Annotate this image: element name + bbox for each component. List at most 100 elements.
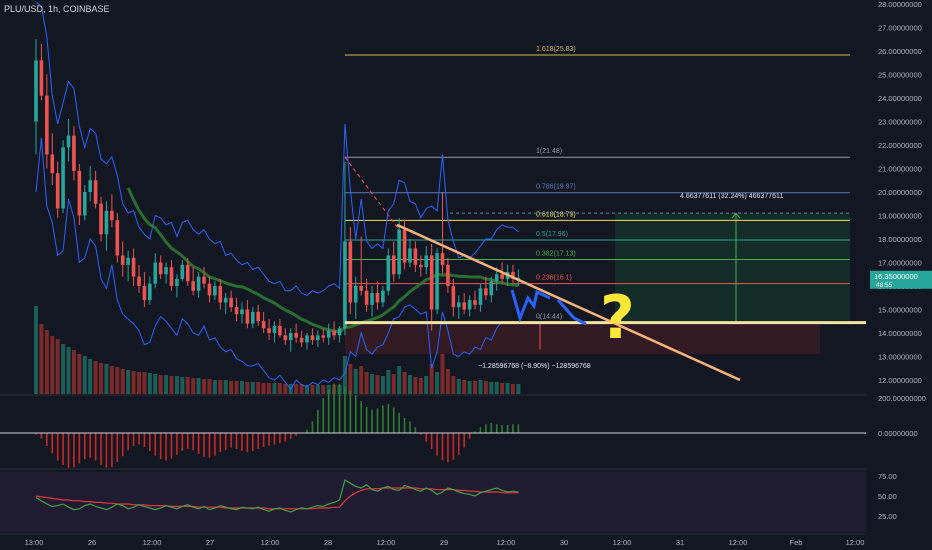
volume-bar — [342, 356, 347, 394]
candle-body — [446, 264, 450, 286]
last-price-tag — [870, 270, 932, 289]
volume-bar — [202, 379, 207, 394]
volume-bar — [473, 381, 478, 394]
volume-bar — [386, 370, 391, 394]
candle-body — [484, 288, 488, 296]
candle-body — [419, 264, 423, 268]
price-axis[interactable]: 28.00000000 27.00000000 26.00000000 25.0000… — [870, 0, 932, 521]
volume-bar — [185, 377, 190, 394]
volume-bar — [99, 363, 104, 394]
volume-bar — [445, 369, 450, 394]
candle-body — [332, 330, 336, 336]
volume-bar — [77, 354, 82, 394]
short-risk-label: −1.28596768 (−8.90%) −128596768 — [478, 363, 591, 370]
volume-bar — [429, 364, 434, 394]
fib-label-0.382: 0.382(17.13) — [536, 250, 576, 257]
volume-bar — [164, 375, 169, 394]
candle-body — [104, 210, 109, 235]
fib-label-0.786: 0.786(19.97) — [536, 184, 576, 191]
candle-body — [185, 264, 190, 282]
price-tick: 26.00000000 — [878, 47, 922, 56]
candle-body — [180, 264, 185, 279]
volume-bar — [88, 359, 93, 394]
candle-body — [245, 309, 250, 324]
volume-bar — [174, 376, 179, 394]
price-tick: 13.00000000 — [878, 353, 922, 362]
time-tick: 12:00 — [377, 538, 396, 547]
candle-body — [55, 173, 60, 209]
price-tick: 15.00000000 — [878, 306, 922, 315]
volume-bar — [115, 367, 120, 394]
symbol-title[interactable]: PLU/USD, 1h, COINBASE — [4, 4, 110, 14]
volume-bar — [109, 366, 114, 394]
candle-body — [353, 286, 358, 303]
time-tick: 12:00 — [261, 538, 280, 547]
candle-body — [321, 335, 326, 338]
rsi-tick: 25.00 — [878, 512, 897, 521]
oscillator-tick: 0.00000000 — [878, 429, 918, 438]
volume-bar — [510, 384, 515, 394]
candle-body — [229, 297, 233, 308]
grid — [0, 394, 866, 535]
candle-body — [364, 290, 369, 305]
volume-bar — [435, 372, 440, 394]
volume-bar — [126, 370, 131, 394]
candle-body — [153, 262, 158, 284]
price-tick: 23.00000000 — [878, 118, 922, 127]
candle-body — [131, 257, 136, 277]
candle-body — [267, 328, 271, 333]
candle-body — [386, 255, 391, 291]
oscillator-tick: 200.00000000 — [878, 394, 926, 403]
candle-body — [440, 253, 445, 265]
rsi-tick: 75.00 — [878, 472, 897, 481]
candle-body — [115, 220, 120, 256]
volume-bar — [418, 378, 423, 394]
volume-bar — [261, 383, 266, 394]
candle-body — [137, 276, 141, 286]
price-tick: 25.00000000 — [878, 71, 922, 80]
candle-body — [337, 328, 342, 336]
volume-bar — [239, 381, 244, 394]
volume-bar — [55, 339, 60, 394]
fib-label-0.5: 0.5(17.96) — [536, 231, 568, 238]
volume-bar — [66, 347, 71, 394]
volume-bar — [364, 372, 369, 394]
long-zone — [615, 213, 850, 323]
volume-bar — [370, 374, 375, 394]
candles[interactable] — [34, 39, 521, 352]
volume-bar — [424, 376, 429, 394]
price-tick: 22.00000000 — [878, 141, 922, 150]
candle-body — [316, 335, 320, 341]
candle-body — [511, 271, 515, 279]
volume-bar — [104, 364, 109, 394]
price-tick: 18.00000000 — [878, 235, 922, 244]
volume-bar — [212, 380, 217, 394]
volume-bar — [250, 382, 255, 394]
fib-label-1.618: 1.618(25.83) — [536, 46, 576, 53]
volume-bar — [375, 375, 380, 394]
volume-bar — [158, 375, 163, 394]
volume-bar — [462, 380, 467, 394]
drawings[interactable]: ? — [344, 223, 866, 382]
candle-body — [261, 321, 266, 329]
candle-body — [391, 255, 396, 275]
candle-body — [494, 274, 499, 282]
volume-bars — [34, 306, 521, 394]
volume-bar — [407, 375, 412, 394]
time-tick: 12:00 — [729, 538, 748, 547]
volume-bar — [61, 344, 66, 394]
candle-body — [402, 229, 407, 263]
long-arrow-head — [731, 212, 741, 219]
candle-body — [489, 281, 494, 296]
time-axis[interactable]: 13:00 26 12:00 27 12:00 28 12:00 29 12:00 30 12:00… — [25, 538, 865, 547]
candle-body — [142, 286, 147, 301]
candle-body — [126, 257, 130, 265]
candle-body — [50, 154, 55, 174]
volume-bar — [299, 384, 304, 394]
candle-body — [169, 267, 174, 286]
candle-body — [82, 192, 87, 216]
time-tick: 26 — [88, 538, 96, 547]
rsi-line — [35, 479, 519, 513]
volume-bar — [218, 380, 223, 394]
